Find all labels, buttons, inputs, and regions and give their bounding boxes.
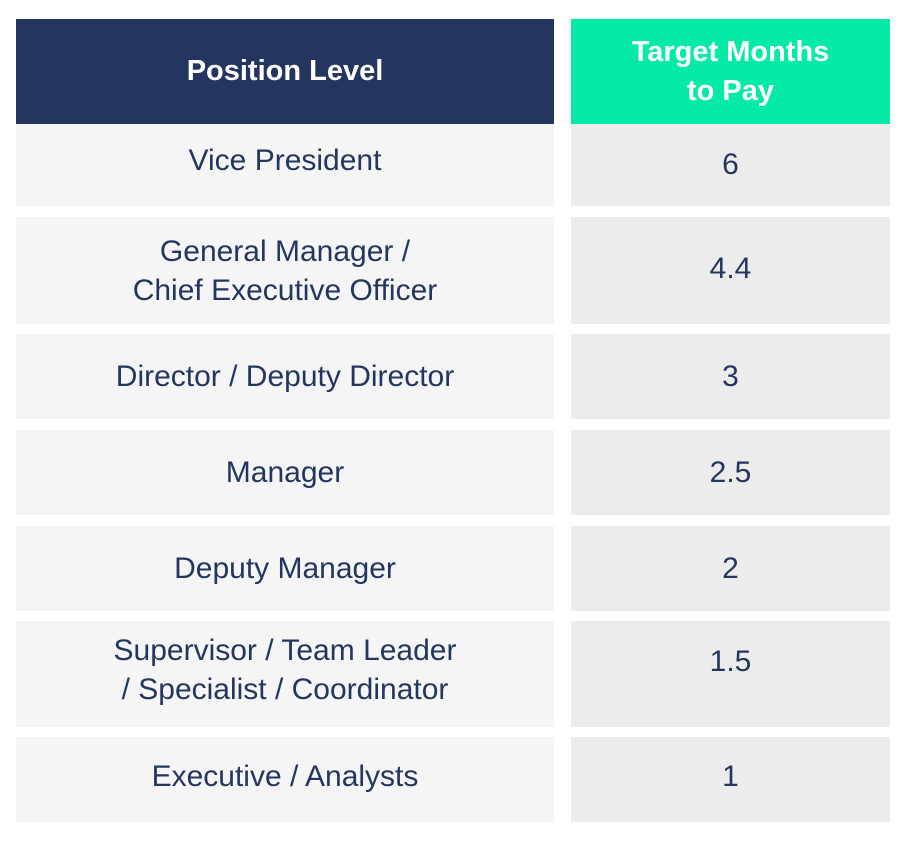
target-months-table: Position Level Target Months to Pay Vice… [16,19,890,822]
table-row: Supervisor / Team Leader / Specialist / … [16,621,890,727]
position-cell: Vice President [16,124,554,206]
months-cell: 4.4 [571,217,890,324]
position-cell: Executive / Analysts [16,737,554,822]
months-cell: 2.5 [571,430,890,515]
months-cell: 1 [571,737,890,822]
table-row: Director / Deputy Director 3 [16,334,890,419]
position-cell: Deputy Manager [16,526,554,611]
table-row: Executive / Analysts 1 [16,737,890,822]
position-cell: Supervisor / Team Leader / Specialist / … [16,621,554,727]
months-cell: 2 [571,526,890,611]
table-row: Deputy Manager 2 [16,526,890,611]
table-header: Position Level Target Months to Pay [16,19,890,124]
months-cell: 6 [571,124,890,206]
position-cell: Director / Deputy Director [16,334,554,419]
table-row: General Manager / Chief Executive Office… [16,217,890,324]
position-cell: General Manager / Chief Executive Office… [16,217,554,324]
header-position-level: Position Level [16,19,554,124]
header-target-months: Target Months to Pay [571,19,890,124]
position-cell: Manager [16,430,554,515]
table-row: Vice President 6 [16,124,890,206]
months-cell: 3 [571,334,890,419]
months-cell: 1.5 [571,621,890,727]
table-row: Manager 2.5 [16,430,890,515]
